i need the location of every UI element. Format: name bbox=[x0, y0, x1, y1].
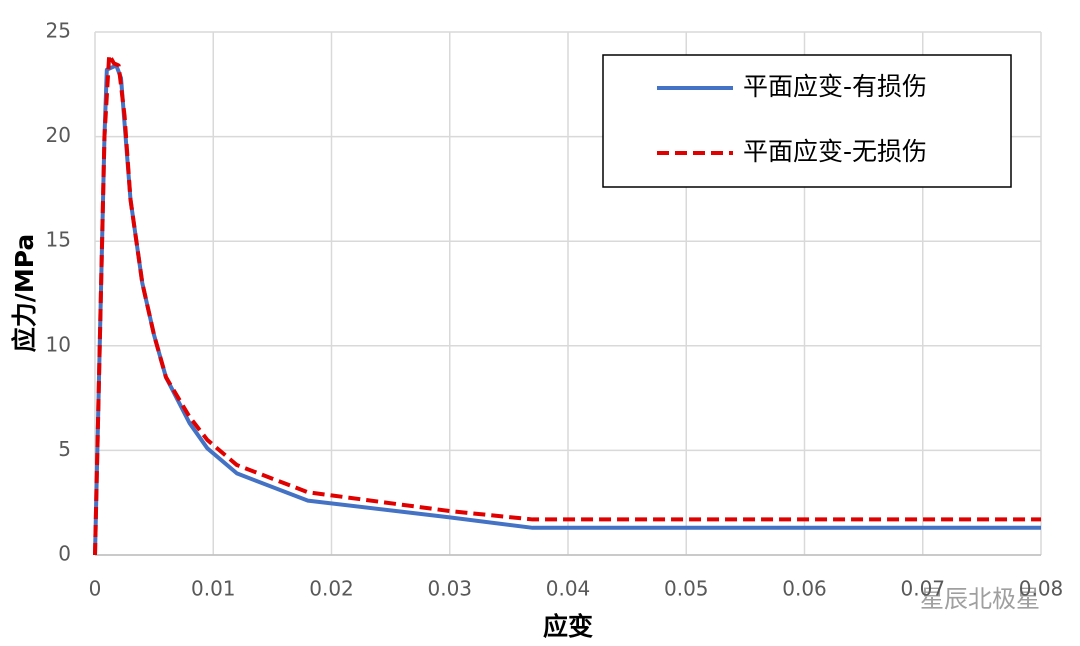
x-axis-title: 应变 bbox=[543, 612, 593, 641]
y-tick-label: 0 bbox=[58, 542, 71, 566]
legend-label: 平面应变-有损伤 bbox=[743, 72, 927, 101]
x-tick-label: 0.08 bbox=[1019, 577, 1064, 601]
legend-label: 平面应变-无损伤 bbox=[743, 137, 927, 166]
y-tick-label: 5 bbox=[58, 437, 71, 461]
x-tick-label: 0.01 bbox=[191, 577, 236, 601]
line-series bbox=[93, 63, 1041, 556]
y-tick-label: 20 bbox=[46, 123, 71, 147]
y-tick-label: 10 bbox=[46, 332, 71, 356]
x-tick-label: 0.03 bbox=[427, 577, 472, 601]
y-axis-title: 应力/MPa bbox=[10, 234, 39, 353]
y-tick-label: 15 bbox=[46, 228, 71, 252]
x-tick-label: 0.07 bbox=[900, 577, 945, 601]
legend-box bbox=[602, 54, 1012, 188]
x-tick-label: 0.02 bbox=[309, 577, 354, 601]
watermark: 星辰北极星 bbox=[920, 585, 1040, 613]
x-tick-label: 0.06 bbox=[782, 577, 827, 601]
x-tick-label: 0.04 bbox=[546, 577, 591, 601]
x-tick-label: 0.05 bbox=[664, 577, 709, 601]
y-tick-label: 25 bbox=[46, 19, 71, 43]
line-series bbox=[93, 53, 1041, 556]
x-tick-label: 0 bbox=[89, 577, 102, 601]
